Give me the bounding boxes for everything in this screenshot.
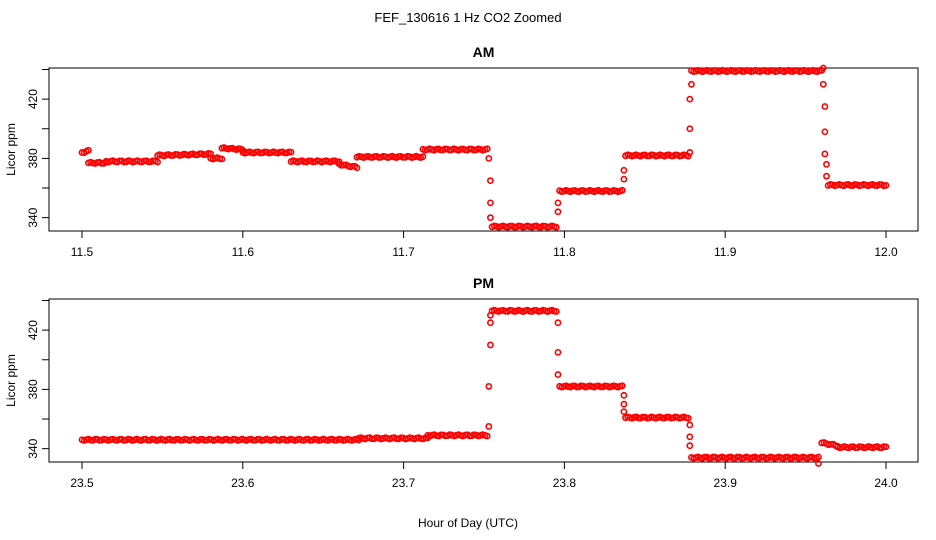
x-tick-label: 11.7 <box>392 245 415 259</box>
data-point <box>823 172 830 180</box>
y-tick-label: 380 <box>26 379 40 399</box>
data-point <box>487 311 494 319</box>
data-point <box>819 80 827 88</box>
data-point <box>882 181 890 189</box>
data-point <box>819 64 827 72</box>
data-point <box>487 177 494 185</box>
data-point <box>353 164 361 172</box>
data-point <box>552 308 560 315</box>
x-tick-label: 11.6 <box>232 245 255 259</box>
data-point <box>487 319 494 327</box>
data-point <box>686 433 694 441</box>
data-point <box>620 391 628 399</box>
x-tick-label: 23.8 <box>553 476 577 490</box>
y-tick-label: 380 <box>26 148 40 168</box>
data-point <box>620 408 628 416</box>
y-tick-label: 420 <box>26 89 40 109</box>
data-point <box>487 341 494 349</box>
data-point <box>218 155 226 163</box>
panel-am: AM 11.5 11.6 11.7 11.8 11.9 12.0 340 380 420 Licor… <box>4 44 919 259</box>
data-point <box>686 95 694 103</box>
data-point <box>618 186 626 194</box>
data-point <box>620 175 628 183</box>
data-point <box>684 414 692 422</box>
x-tick-label: 23.5 <box>70 476 94 490</box>
data-point <box>552 223 560 231</box>
data-point <box>554 199 562 207</box>
data-point <box>618 382 626 390</box>
x-tick-label: 24.0 <box>874 476 898 490</box>
x-tick-label: 12.0 <box>874 245 898 259</box>
data-point <box>815 460 822 467</box>
panel-title: PM <box>473 275 494 291</box>
figure-title: FEF_130616 1 Hz CO2 Zoomed <box>374 10 561 25</box>
data-point <box>419 153 427 161</box>
panel-title: AM <box>473 44 495 60</box>
data-points <box>78 306 890 467</box>
x-tick-label: 11.5 <box>71 245 94 259</box>
x-tick-label: 23.7 <box>392 476 416 490</box>
data-point <box>554 371 562 378</box>
data-point <box>821 128 829 136</box>
plot-frame <box>48 298 919 463</box>
data-point <box>821 150 829 158</box>
panel-pm: PM 23.5 23.6 23.7 23.8 23.9 24.0 340 380 420 Licor… <box>4 275 919 490</box>
x-tick-label: 11.9 <box>714 245 737 259</box>
plot-frame <box>48 67 919 232</box>
x-axis-label: Hour of Day (UTC) <box>418 516 518 530</box>
data-point <box>85 146 92 154</box>
data-point <box>554 208 562 216</box>
y-axis-label: Licor ppm <box>4 354 18 407</box>
data-point <box>487 214 494 222</box>
data-point <box>686 442 694 450</box>
data-point <box>688 80 695 88</box>
data-point <box>686 125 694 133</box>
data-point <box>487 199 494 207</box>
y-tick-label: 340 <box>26 438 40 458</box>
data-point <box>154 158 161 166</box>
panels: AM 11.5 11.6 11.7 11.8 11.9 12.0 340 380 420 Licor… <box>4 44 919 490</box>
x-tick-label: 23.6 <box>231 476 255 490</box>
data-point <box>483 145 491 153</box>
data-point <box>485 154 493 162</box>
data-point <box>882 443 890 451</box>
data-point <box>485 383 493 390</box>
data-point <box>823 160 830 168</box>
data-point <box>821 103 829 110</box>
x-tick-label: 23.9 <box>714 476 738 490</box>
data-point <box>554 348 562 356</box>
data-point <box>483 432 491 440</box>
data-points <box>78 64 890 231</box>
data-point <box>620 400 628 408</box>
y-axis-label: Licor ppm <box>4 123 18 176</box>
data-point <box>815 453 822 461</box>
y-tick-label: 420 <box>26 320 40 340</box>
data-point <box>686 421 694 429</box>
data-point <box>686 149 694 156</box>
data-point <box>485 423 493 430</box>
data-point <box>554 319 562 327</box>
y-tick-label: 340 <box>26 207 40 227</box>
x-tick-label: 11.8 <box>553 245 576 259</box>
data-point <box>287 148 295 156</box>
data-point <box>620 166 628 174</box>
